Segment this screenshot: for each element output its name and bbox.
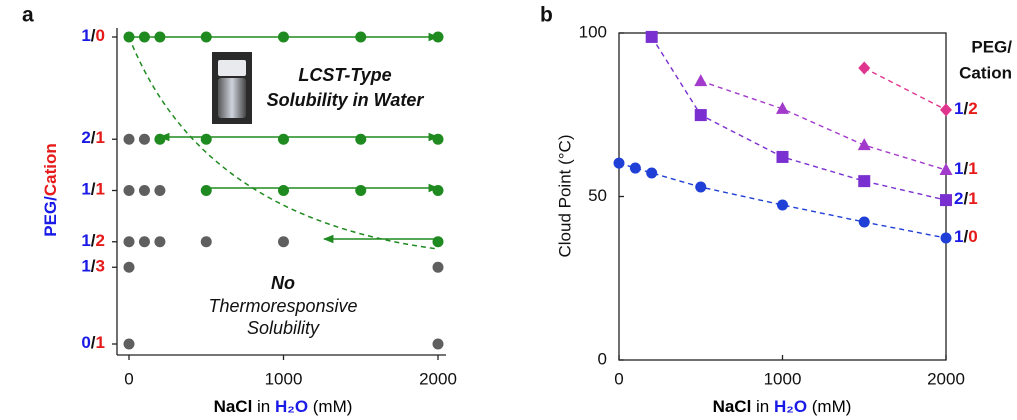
data-point [200,31,212,43]
annotation: Solubility in Water [267,90,425,110]
axis-label-part: Cation [41,143,60,196]
x-tick-label: 1000 [764,369,802,388]
fit-line [700,80,947,171]
data-point [940,103,952,117]
data-point [123,31,135,43]
data-point [355,185,367,196]
annotation: Solubility [247,318,320,338]
x-tick-label: 2000 [927,369,965,388]
axis-label: NaCl in H₂O (mM) [713,397,852,416]
data-point [695,181,707,193]
axis-label-part: in [751,397,774,416]
axis-label-part: (mM) [807,397,851,416]
data-point [154,31,166,43]
legend-label: 1/0 [954,228,978,247]
data-point [278,185,289,196]
data-point [776,150,789,163]
axis-label-part: in [252,397,275,416]
data-point [278,236,289,248]
legend-title: Cation [959,63,1012,82]
data-point [645,30,658,43]
axis-label: PEG/Cation [41,143,60,237]
data-point [432,236,444,248]
data-point [278,133,289,145]
data-point [200,236,212,248]
data-point [355,133,367,145]
axis-label-part: NaCl [214,397,253,416]
data-point [432,338,444,350]
legend-label: 2/1 [954,190,978,209]
data-point [776,101,789,114]
annotation: No [271,273,295,293]
axis-label-part: (mM) [308,397,352,416]
data-point [940,194,952,207]
x-tick-label: 0 [124,369,133,388]
data-point [858,175,871,188]
data-point [123,338,135,350]
data-point [123,133,135,145]
panel-letter: b [540,4,553,27]
data-point [154,133,166,145]
data-point [138,31,150,43]
data-point [123,185,135,196]
y-tick-label: 1/3 [81,257,105,276]
axis-label-part: H₂O [275,397,308,416]
data-point [123,261,135,273]
axis-label: Cloud Point (°C) [555,134,574,257]
data-point [940,232,952,244]
data-point [858,61,871,75]
data-point [138,185,150,196]
data-point [200,133,212,145]
data-point [123,236,135,248]
data-point [154,236,166,248]
axis-label-part: NaCl [713,397,752,416]
legend-label: 1/1 [954,159,978,178]
data-point [629,162,641,174]
axis-label-part: PEG/ [41,196,60,237]
axis-label: NaCl in H₂O (mM) [214,397,353,416]
data-point [138,133,150,145]
data-point [857,138,871,151]
plot-frame [618,32,947,361]
fit-line [863,67,947,111]
x-tick-label: 1000 [265,369,303,388]
vial-photo [212,52,252,124]
data-point [858,216,870,228]
data-point [355,31,367,43]
data-point [200,185,212,196]
data-point [646,167,658,179]
data-point [432,261,444,273]
legend-title: PEG/ [971,37,1012,56]
axis-label-part: H₂O [774,397,807,416]
data-point [432,133,444,145]
y-tick-label: 2/1 [81,129,105,148]
data-point [939,163,953,176]
data-point [613,157,625,169]
annotation: LCST-Type [298,65,391,85]
panel-letter: a [22,4,34,27]
y-tick-label: 1/0 [81,26,105,45]
data-point [694,109,707,122]
legend-label: 1/2 [954,99,978,118]
x-tick-label: 2000 [419,369,457,388]
data-point [154,185,166,196]
data-point [777,199,788,211]
data-point [432,31,444,43]
data-point [138,236,150,248]
annotation: Thermoresponsive [208,296,357,316]
x-tick-label: 0 [614,369,623,388]
y-tick-label: 50 [588,186,607,205]
y-tick-label: 100 [579,22,607,41]
y-tick-label: 0 [598,349,607,368]
y-tick-label: 1/1 [81,180,105,199]
data-point [694,74,708,87]
y-tick-label: 1/2 [81,231,105,250]
y-tick-label: 0/1 [81,333,105,352]
data-point [432,185,444,196]
data-point [278,31,289,43]
